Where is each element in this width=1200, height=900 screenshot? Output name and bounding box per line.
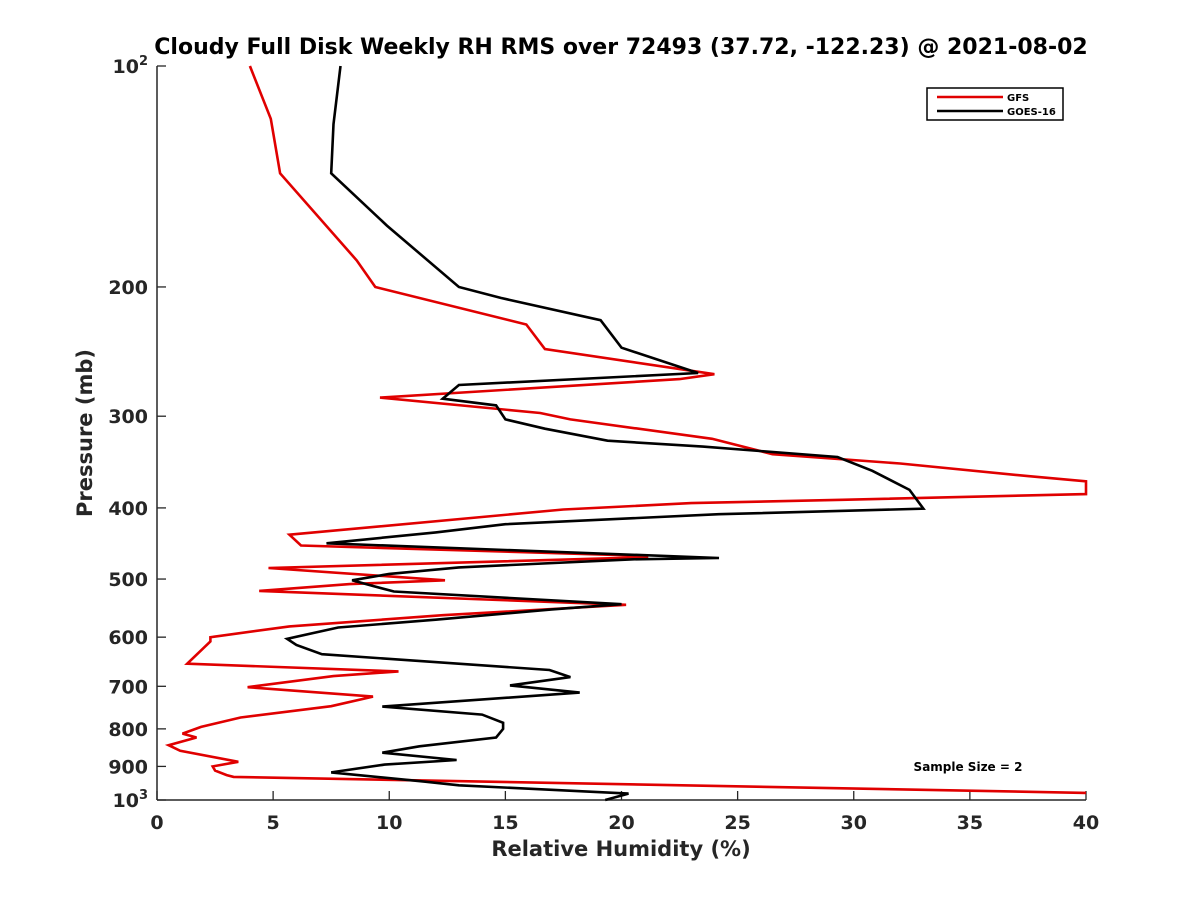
chart-title: Cloudy Full Disk Weekly RH RMS over 7249… — [154, 35, 1087, 60]
series-line-goes-16 — [283, 65, 926, 802]
legend: GFS GOES-16 — [926, 87, 1064, 121]
y-tick-label: 500 — [108, 569, 148, 591]
x-tick-label: 40 — [1073, 812, 1099, 834]
y-tick-label: 400 — [108, 498, 148, 520]
sample-size-annotation: Sample Size = 2 — [914, 760, 1023, 774]
x-axis-label: Relative Humidity (%) — [491, 837, 750, 861]
x-tick-label: 35 — [957, 812, 983, 834]
x-tick-label: 10 — [376, 812, 402, 834]
x-tick-label: 5 — [267, 812, 280, 834]
legend-box — [926, 87, 1064, 121]
x-tick-label: 20 — [608, 812, 634, 834]
legend-label-goes16: GOES-16 — [1007, 107, 1056, 118]
y-tick-label: 600 — [108, 627, 148, 649]
y-axis: 102 200 300 400 500 600 700 800 900 103 — [108, 54, 166, 812]
x-tick-label: 25 — [724, 812, 750, 834]
y-tick-label: 103 — [113, 788, 149, 812]
y-tick-label: 200 — [108, 277, 148, 299]
plot-area — [164, 65, 1088, 802]
y-tick-label: 300 — [108, 406, 148, 428]
y-axis-label: Pressure (mb) — [73, 349, 97, 517]
y-tick-label: 102 — [113, 54, 149, 78]
series-line-gfs — [164, 65, 1088, 795]
x-axis: 0 5 10 15 20 25 30 35 40 — [150, 791, 1099, 834]
y-tick-label: 800 — [108, 719, 148, 741]
y-tick-label: 900 — [108, 756, 148, 778]
x-tick-label: 30 — [841, 812, 867, 834]
y-tick-label: 700 — [108, 676, 148, 698]
legend-label-gfs: GFS — [1007, 93, 1029, 104]
x-tick-label: 15 — [492, 812, 518, 834]
x-tick-label: 0 — [150, 812, 163, 834]
